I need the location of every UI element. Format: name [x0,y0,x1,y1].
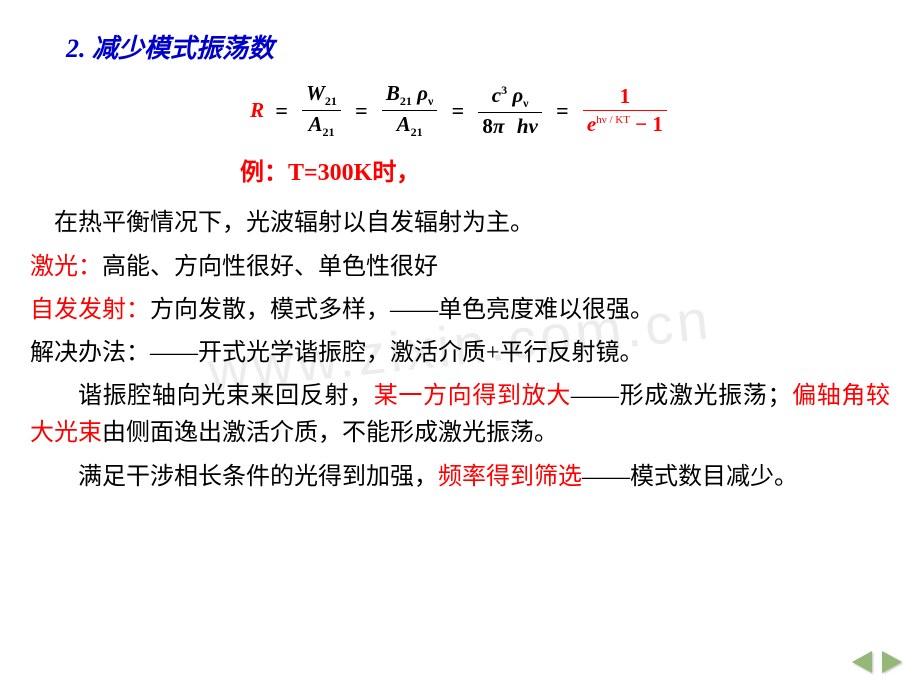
f3-den-c: h [517,114,529,138]
f2-num-a: B [386,81,400,105]
footer-nav [846,651,902,678]
p5-a: 谐振腔轴向光束来回反射， [78,383,374,409]
p5-e: 由侧面逸出激活介质，不能形成激光振荡。 [102,420,558,446]
fraction-3: c3 ρν 8π hν [478,83,541,139]
f4-den-one: 1 [652,112,663,136]
slide-content: 2. 减少模式振荡数 R = W21 A21 = B21 ρν A21 = c3 [0,0,920,496]
p5-c: ——形成激光振荡； [571,383,792,409]
f1-den-var: A [308,112,322,136]
f4-den-minus: − [635,112,652,136]
f2-num-b-sub: ν [428,94,433,108]
f3-num-a-sup: 3 [501,83,507,97]
var-R: R [250,98,264,123]
f4-den-e: e [587,112,596,136]
f3-den-d: ν [529,114,538,138]
example-label: 例：T=300K时， [240,152,890,187]
f3-num-b: ρ [512,83,523,107]
f2-den-sub: 21 [411,125,423,139]
p6-a: 满足干涉相长条件的光得到加强， [78,464,438,490]
equals-4: = [556,98,569,124]
fraction-2: B21 ρν A21 [382,81,437,140]
p2-label: 激光： [30,254,102,280]
p6-c: ——模式数目减少。 [582,464,798,490]
nav-next-icon[interactable] [882,651,902,673]
p3-label: 自发发射： [30,297,150,323]
f4-num: 1 [620,84,631,108]
f2-num-a-sub: 21 [400,94,412,108]
equals-2: = [355,98,368,124]
formula: R = W21 A21 = B21 ρν A21 = c3 ρν [30,81,890,140]
fraction-1: W21 A21 [302,81,341,140]
p2-text: 高能、方向性很好、单色性很好 [102,254,438,280]
f1-num-sub: 21 [325,94,337,108]
f1-num-var: W [306,81,325,105]
f3-den-b: π [493,114,504,138]
paragraph-2: 激光：高能、方向性很好、单色性很好 [30,249,890,286]
paragraph-4: 解决办法：——开式光学谐振腔，激活介质+平行反射镜。 [30,335,890,372]
f3-den-a: 8 [482,114,493,138]
f2-den-var: A [397,112,411,136]
p5-b: 某一方向得到放大 [374,383,571,409]
f2-num-b: ρ [417,81,428,105]
p3-text: 方向发散，模式多样，——单色亮度难以很强。 [150,297,654,323]
equals-3: = [452,98,465,124]
f4-den-exp: hν / KT [596,114,630,126]
f3-num-b-sub: ν [523,96,528,110]
f1-den-sub: 21 [322,125,334,139]
fraction-4: 1 ehν / KT − 1 [583,84,667,137]
paragraph-3: 自发发射：方向发散，模式多样，——单色亮度难以很强。 [30,292,890,329]
paragraph-5: 谐振腔轴向光束来回反射，某一方向得到放大——形成激光振荡；偏轴角较大光束由侧面逸… [30,378,890,452]
nav-prev-icon[interactable] [852,651,872,673]
paragraph-1: 在热平衡情况下，光波辐射以自发辐射为主。 [30,205,890,242]
p6-b: 频率得到筛选 [438,464,582,490]
equals-1: = [275,98,288,124]
section-heading: 2. 减少模式振荡数 [66,28,890,65]
f3-num-a: c [492,83,501,107]
paragraph-6: 满足干涉相长条件的光得到加强，频率得到筛选——模式数目减少。 [30,459,890,496]
